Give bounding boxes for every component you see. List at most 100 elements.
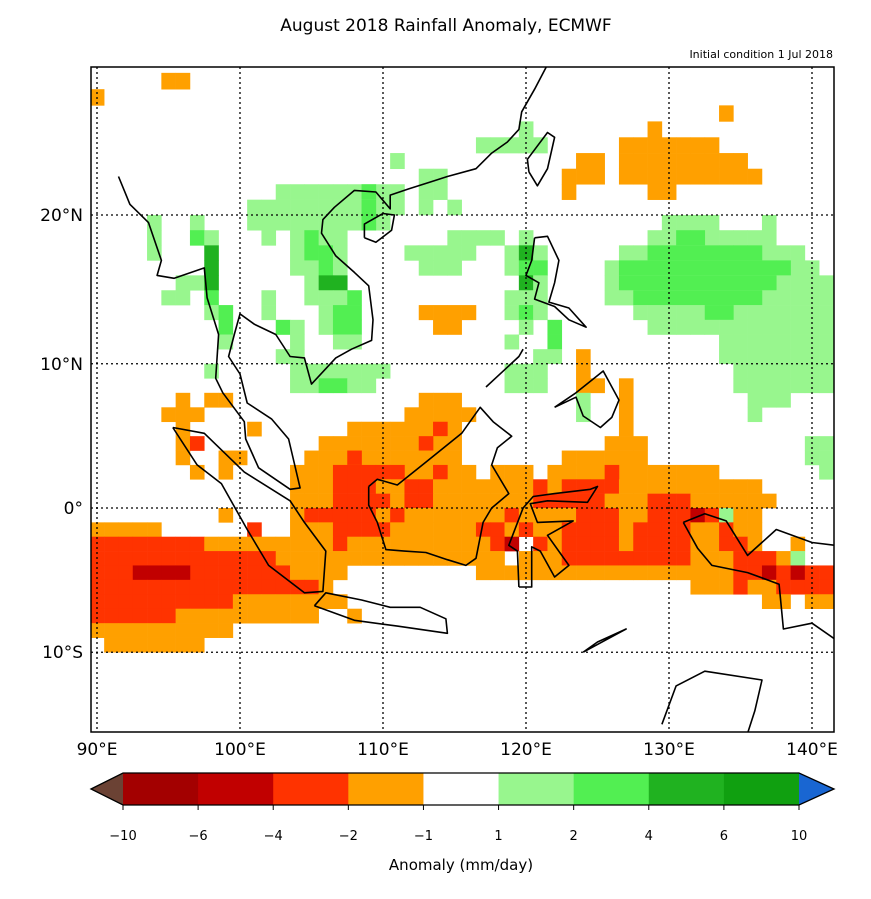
anomaly-cell — [804, 334, 820, 350]
anomaly-cell — [518, 522, 534, 538]
anomaly-cell — [304, 214, 319, 231]
anomaly-cell — [647, 551, 663, 566]
anomaly-cell — [647, 245, 663, 261]
anomaly-cell — [447, 450, 462, 466]
anomaly-cell — [518, 137, 534, 154]
anomaly-cell — [390, 536, 405, 552]
anomaly-cell — [332, 551, 348, 566]
anomaly-cell — [561, 565, 577, 581]
anomaly-cell — [318, 290, 334, 306]
anomaly-cell — [332, 305, 348, 321]
anomaly-cell — [404, 551, 420, 566]
anomaly-cell — [604, 436, 620, 451]
anomaly-cell — [304, 508, 319, 523]
anomaly-cell — [618, 392, 634, 408]
anomaly-cell — [490, 479, 505, 494]
anomaly-cell — [690, 565, 706, 581]
anomaly-cell — [719, 230, 734, 246]
coastline — [313, 591, 449, 635]
anomaly-cell — [247, 421, 262, 437]
anomaly-cell — [590, 464, 605, 480]
anomaly-cell — [819, 464, 834, 480]
anomaly-cell — [332, 319, 348, 335]
anomaly-cell — [676, 464, 691, 480]
anomaly-cell — [647, 184, 663, 200]
anomaly-cell — [576, 508, 591, 523]
anomaly-cell — [576, 450, 591, 466]
anomaly-cell — [490, 137, 505, 154]
anomaly-cell — [533, 493, 548, 509]
anomaly-cell — [275, 536, 291, 552]
anomaly-cell — [761, 319, 777, 335]
anomaly-cell — [433, 421, 448, 437]
anomaly-cell — [347, 184, 362, 200]
anomaly-cell — [275, 594, 291, 610]
anomaly-cell — [490, 493, 505, 509]
anomaly-cell — [189, 214, 205, 231]
latitude-tick-label: 20°N — [40, 206, 83, 226]
anomaly-cell — [418, 522, 434, 538]
anomaly-cell — [604, 290, 620, 306]
anomaly-cell — [147, 594, 162, 610]
anomaly-cell — [447, 508, 462, 523]
anomaly-cell — [161, 536, 176, 552]
anomaly-cell — [576, 536, 591, 552]
anomaly-cell — [161, 72, 176, 90]
anomaly-cell — [475, 493, 491, 509]
anomaly-cell — [204, 551, 219, 566]
anomaly-cell — [347, 450, 362, 466]
anomaly-cell — [161, 565, 176, 581]
anomaly-cell — [647, 137, 663, 154]
anomaly-cell — [332, 334, 348, 350]
anomaly-cell — [733, 334, 748, 350]
anomaly-cell — [347, 436, 362, 451]
anomaly-cell — [189, 623, 205, 638]
anomaly-cell — [347, 305, 362, 321]
anomaly-cell — [418, 199, 434, 216]
anomaly-cell — [118, 522, 134, 538]
anomaly-cell — [347, 319, 362, 335]
anomaly-cell — [561, 450, 577, 466]
anomaly-cell — [676, 493, 691, 509]
anomaly-cell — [304, 275, 319, 291]
colorbar-tick-label: −1 — [414, 829, 433, 844]
anomaly-cell — [647, 464, 663, 480]
anomaly-cell — [676, 230, 691, 246]
anomaly-cell — [91, 565, 105, 581]
anomaly-cell — [204, 275, 219, 291]
anomaly-cell — [232, 608, 248, 624]
anomaly-cell — [576, 392, 591, 408]
anomaly-cell — [304, 450, 319, 466]
anomaly-cell — [189, 436, 205, 451]
anomaly-cell — [447, 551, 462, 566]
colorbar-over-extension — [799, 773, 834, 805]
anomaly-cell — [776, 378, 791, 394]
anomaly-cell — [275, 579, 291, 595]
anomaly-cell — [204, 608, 219, 624]
anomaly-cell — [733, 522, 748, 538]
coastline — [682, 512, 834, 640]
anomaly-cell — [761, 334, 777, 350]
longitude-tick-label: 100°E — [214, 740, 266, 760]
anomaly-cell — [504, 363, 520, 379]
anomaly-cell — [604, 450, 620, 466]
anomaly-cell — [91, 536, 105, 552]
anomaly-cell — [461, 464, 477, 480]
anomaly-cell — [776, 392, 791, 408]
colorbar-tick-label: 6 — [720, 829, 728, 844]
anomaly-cell — [147, 565, 162, 581]
anomaly-cell — [304, 565, 319, 581]
anomaly-cell — [604, 493, 620, 509]
anomaly-cell — [747, 334, 763, 350]
anomaly-cell — [347, 378, 362, 394]
anomaly-cell — [247, 608, 262, 624]
anomaly-cell — [318, 260, 334, 276]
anomaly-cell — [704, 230, 720, 246]
anomaly-cell — [204, 260, 219, 276]
anomaly-cell — [218, 508, 234, 523]
anomaly-cell — [304, 479, 319, 494]
anomaly-cell — [618, 153, 634, 170]
anomaly-cell — [290, 479, 305, 494]
anomaly-cell — [733, 479, 748, 494]
anomaly-cell — [690, 464, 706, 480]
